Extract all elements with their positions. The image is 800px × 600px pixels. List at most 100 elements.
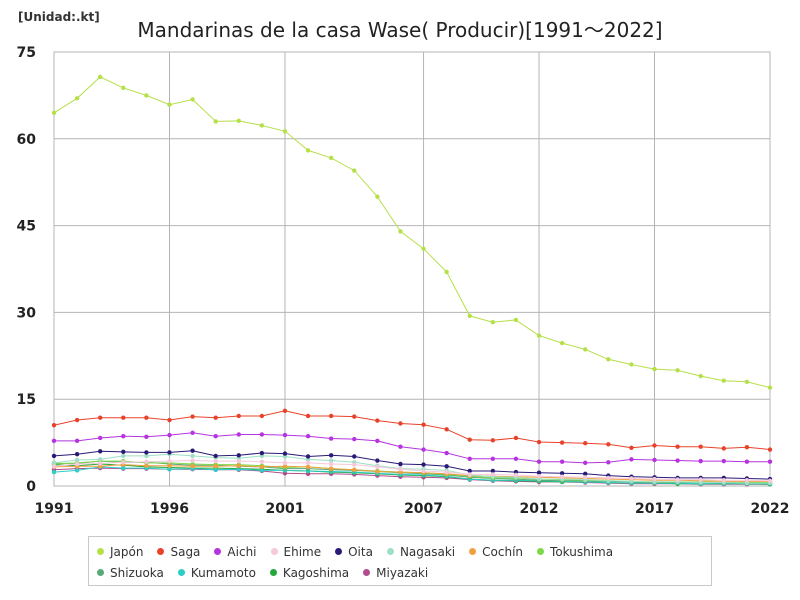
data-point-saga	[282, 408, 288, 413]
x-tick-label: 2001	[265, 501, 304, 517]
data-point-aichi	[721, 458, 727, 464]
data-point-aichi	[767, 459, 773, 464]
legend-marker	[469, 548, 477, 555]
data-point-oita	[167, 450, 172, 455]
data-point-oita	[144, 450, 149, 455]
data-point-oita	[559, 471, 565, 476]
data-point-japón	[698, 373, 703, 379]
data-point-ehime	[305, 460, 311, 466]
data-point-cochín	[282, 464, 288, 469]
data-point-japón	[213, 119, 218, 124]
data-point-saga	[744, 445, 750, 450]
data-point-aichi	[698, 458, 703, 464]
x-tick-label: 1996	[150, 501, 189, 517]
data-point-japón	[467, 313, 472, 319]
data-point-cochín	[259, 464, 265, 470]
data-point-aichi	[305, 434, 311, 439]
data-point-ehime	[121, 460, 126, 465]
data-point-aichi	[467, 456, 472, 462]
data-point-japón	[675, 368, 680, 373]
data-point-saga	[444, 427, 449, 432]
data-point-japón	[74, 96, 80, 101]
data-point-aichi	[236, 432, 241, 437]
data-point-aichi	[559, 459, 565, 464]
data-point-cochín	[375, 469, 380, 474]
data-point-saga	[421, 422, 426, 427]
y-tick-label: 30	[17, 305, 37, 321]
data-point-aichi	[375, 438, 380, 444]
data-point-oita	[421, 462, 426, 467]
y-tick-label: 45	[17, 219, 36, 235]
data-point-aichi	[282, 432, 288, 438]
data-point-aichi	[328, 436, 334, 441]
data-point-saga	[629, 445, 634, 451]
data-point-aichi	[606, 460, 611, 465]
data-point-japón	[328, 155, 334, 161]
data-point-saga	[236, 413, 241, 419]
data-point-cochín	[144, 463, 149, 468]
data-point-oita	[328, 453, 334, 458]
data-point-aichi	[167, 432, 172, 438]
series-line-ehime	[53, 459, 771, 482]
data-point-ehime	[744, 478, 750, 483]
legend-label: Oita	[348, 544, 373, 559]
data-point-japón	[375, 194, 380, 199]
data-point-ehime	[444, 469, 449, 475]
data-point-cochín	[167, 463, 172, 468]
legend-marker	[363, 569, 371, 576]
data-point-oita	[352, 454, 357, 459]
data-point-japón	[583, 347, 588, 352]
legend-item-nagasaki: Nagasaki	[386, 541, 455, 562]
legend-label: Tokushima	[550, 544, 614, 559]
data-point-oita	[467, 468, 472, 474]
series-line-oita	[53, 450, 771, 480]
data-point-oita	[97, 449, 103, 454]
data-point-ehime	[51, 464, 57, 469]
x-tick-label: 2017	[635, 501, 674, 517]
data-point-japón	[51, 110, 57, 115]
data-point-saga	[121, 415, 126, 420]
data-point-aichi	[398, 444, 403, 449]
data-point-japón	[652, 366, 657, 372]
plot-area	[53, 51, 771, 487]
x-tick-label: 1991	[35, 501, 74, 517]
data-point-aichi	[144, 434, 149, 440]
data-point-japón	[305, 148, 311, 153]
data-point-oita	[74, 451, 80, 457]
data-point-ehime	[559, 474, 565, 479]
legend-label: Shizuoka	[110, 565, 164, 580]
data-point-saga	[352, 414, 357, 419]
data-point-aichi	[490, 456, 496, 462]
legend-item-saga: Saga	[157, 541, 200, 562]
data-point-nagasaki	[121, 453, 126, 459]
data-point-saga	[767, 447, 773, 452]
data-point-oita	[490, 468, 496, 474]
legend-marker	[386, 548, 394, 555]
data-point-saga	[144, 415, 149, 420]
data-point-oita	[282, 451, 288, 456]
data-point-japón	[490, 320, 496, 325]
data-point-japón	[513, 317, 519, 323]
data-point-aichi	[121, 434, 126, 439]
data-point-japón	[536, 333, 542, 338]
y-tick-label: 60	[17, 132, 37, 148]
series-line-kagoshima	[53, 463, 771, 485]
x-tick-label: 2007	[404, 501, 443, 517]
legend-item-kumamoto: Kumamoto	[177, 562, 256, 583]
data-point-aichi	[513, 456, 519, 462]
data-point-saga	[74, 417, 80, 423]
chart-legend: Japón Saga Aichi Ehime Oita Nagasaki Cochín Tok…	[88, 536, 712, 586]
legend-label: Kagoshima	[282, 565, 350, 580]
data-point-oita	[51, 453, 57, 459]
data-point-saga	[467, 437, 472, 442]
legend-marker	[270, 548, 278, 555]
x-tick-label: 2012	[520, 501, 559, 517]
data-point-japón	[421, 246, 426, 251]
legend-item-shizuoka: Shizuoka	[97, 562, 164, 583]
data-point-oita	[398, 461, 403, 467]
data-point-kumamoto	[74, 468, 80, 473]
data-point-ehime	[259, 459, 265, 464]
data-point-ehime	[675, 477, 680, 482]
data-point-saga	[559, 440, 565, 445]
data-point-japón	[767, 385, 773, 390]
